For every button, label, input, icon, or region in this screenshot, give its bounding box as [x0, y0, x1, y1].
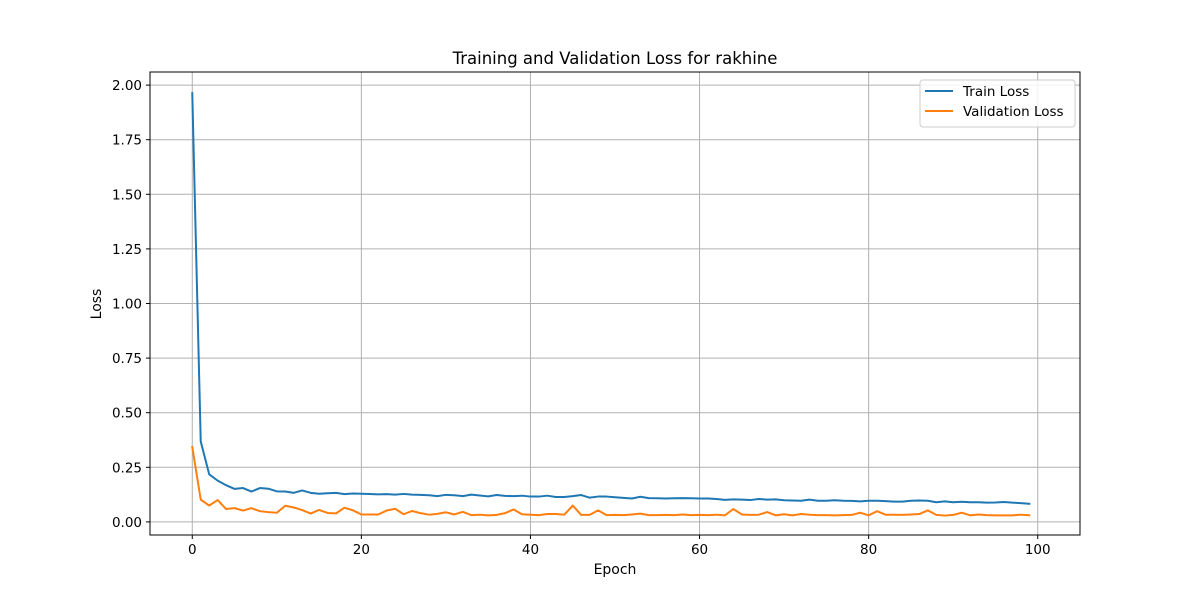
y-tick-label: 1.00	[112, 297, 142, 313]
legend-label-validation: Validation Loss	[963, 104, 1064, 120]
y-tick-label: 0.00	[112, 515, 142, 531]
x-tick-label: 0	[188, 542, 197, 558]
x-tick-label: 80	[860, 542, 877, 558]
y-tick-label: 1.75	[112, 133, 142, 149]
y-axis-label: Loss	[89, 289, 105, 320]
y-tick-label: 0.50	[112, 406, 142, 422]
x-axis-label: Epoch	[594, 562, 637, 578]
legend-label-train: Train Loss	[962, 84, 1029, 100]
y-tick-label: 0.75	[112, 351, 142, 367]
legend: Train Loss Validation Loss	[919, 79, 1076, 128]
x-tick-label: 60	[691, 542, 708, 558]
series-lines	[191, 92, 1031, 517]
validation-loss-line	[191, 445, 1031, 517]
y-tick-label: 0.25	[112, 460, 142, 476]
train-loss-line	[191, 92, 1031, 505]
y-tick-label: 1.50	[112, 187, 142, 203]
legend-box	[919, 79, 1076, 128]
grid	[150, 72, 1080, 535]
x-tick-label: 40	[522, 542, 539, 558]
chart-title: Training and Validation Loss for rakhine	[452, 49, 778, 68]
y-tick-label: 1.25	[112, 242, 142, 258]
y-tick-label: 2.00	[112, 78, 142, 94]
x-tick-label: 20	[353, 542, 370, 558]
x-tick-label: 100	[1025, 542, 1051, 558]
axis-ticks: 0 20 40 60 80 100 0.00 0.25 0.50 0.75 1.00 1.25 1.50…	[112, 78, 1051, 558]
